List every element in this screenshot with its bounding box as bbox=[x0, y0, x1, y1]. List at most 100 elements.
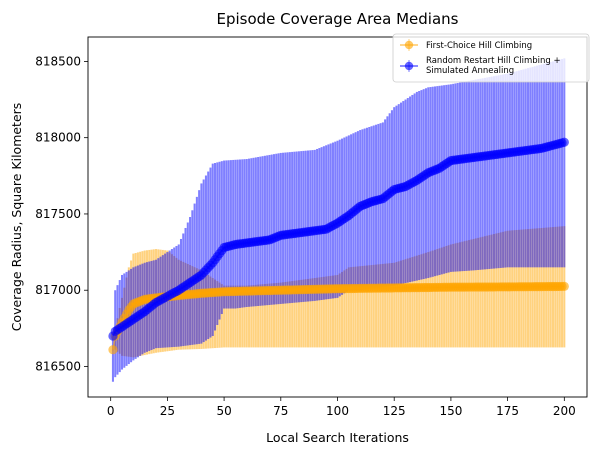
error-bar bbox=[325, 145, 328, 300]
error-bar bbox=[427, 87, 430, 279]
x-tick-label: 150 bbox=[439, 404, 462, 418]
error-bar bbox=[304, 150, 307, 302]
error-bar bbox=[436, 249, 439, 348]
error-bar bbox=[472, 80, 475, 271]
error-bar bbox=[284, 152, 287, 304]
error-bar bbox=[472, 238, 475, 348]
error-bar bbox=[361, 265, 364, 348]
error-bar bbox=[268, 283, 271, 348]
error-bar bbox=[223, 285, 226, 348]
error-bar bbox=[220, 284, 223, 348]
error-bar bbox=[227, 285, 230, 348]
error-bar bbox=[454, 243, 457, 348]
error-bar bbox=[379, 264, 382, 348]
error-bar bbox=[411, 94, 414, 282]
error-bar bbox=[302, 150, 305, 302]
x-axis-label: Local Search Iterations bbox=[266, 430, 409, 445]
legend-label-random-restart: Random Restart Hill Climbing + Simulated … bbox=[426, 56, 561, 76]
error-bar bbox=[238, 159, 241, 308]
error-bar bbox=[325, 276, 328, 348]
x-tick-label: 175 bbox=[496, 404, 519, 418]
error-bar bbox=[318, 277, 321, 348]
error-bar bbox=[343, 270, 346, 348]
error-bar bbox=[313, 278, 316, 348]
error-bar bbox=[463, 241, 466, 348]
error-bar bbox=[395, 105, 398, 286]
error-bar bbox=[431, 250, 434, 348]
error-bar bbox=[545, 63, 548, 268]
error-bar bbox=[227, 160, 230, 309]
error-bar bbox=[488, 77, 491, 269]
error-bar bbox=[490, 76, 493, 269]
legend-label-first-choice: First-Choice Hill Climbing bbox=[426, 41, 532, 51]
error-bar bbox=[263, 284, 266, 348]
error-bar bbox=[495, 75, 498, 269]
error-bar bbox=[261, 284, 264, 348]
error-bar bbox=[213, 163, 217, 331]
error-bar bbox=[327, 144, 330, 300]
error-bar bbox=[445, 245, 448, 348]
error-bar bbox=[268, 154, 271, 305]
error-bar bbox=[395, 262, 398, 348]
error-bar bbox=[522, 69, 525, 268]
error-bar bbox=[524, 68, 527, 268]
error-bar bbox=[393, 262, 396, 348]
error-bar bbox=[372, 264, 375, 348]
error-bar bbox=[449, 84, 452, 272]
error-bar bbox=[306, 278, 310, 348]
error-bar bbox=[384, 263, 387, 348]
error-bar bbox=[257, 284, 260, 348]
y-tick-label: 817500 bbox=[35, 207, 81, 221]
error-bar bbox=[440, 247, 443, 348]
error-bar bbox=[424, 88, 427, 279]
error-bar bbox=[297, 151, 300, 303]
error-bar bbox=[229, 285, 232, 348]
error-bar bbox=[311, 278, 314, 348]
error-bar bbox=[282, 282, 285, 348]
y-tick-label: 817000 bbox=[35, 283, 81, 297]
error-bar bbox=[359, 266, 362, 348]
error-bar bbox=[499, 74, 502, 268]
error-bar bbox=[234, 159, 237, 309]
error-bar bbox=[404, 259, 407, 348]
error-bar bbox=[236, 285, 239, 348]
error-bar bbox=[263, 155, 266, 306]
error-bar bbox=[458, 242, 462, 348]
error-bar bbox=[461, 241, 464, 348]
error-bar bbox=[259, 284, 262, 348]
error-bar bbox=[248, 158, 251, 307]
error-bar bbox=[320, 147, 323, 300]
error-bar bbox=[513, 71, 516, 268]
error-bar bbox=[252, 157, 255, 307]
error-bar bbox=[399, 102, 403, 285]
error-bar bbox=[236, 159, 239, 309]
error-bar bbox=[468, 240, 471, 348]
error-bar bbox=[252, 285, 255, 348]
error-bar bbox=[223, 160, 226, 309]
chart-title: Episode Coverage Area Medians bbox=[217, 10, 459, 28]
x-tick-label: 50 bbox=[216, 404, 231, 418]
error-bar bbox=[418, 254, 421, 348]
median-markers-series-1 bbox=[108, 137, 569, 341]
error-bar bbox=[420, 254, 423, 348]
error-bar bbox=[477, 237, 480, 348]
error-bar bbox=[331, 275, 334, 348]
error-bar bbox=[384, 119, 387, 287]
error-bar bbox=[549, 62, 552, 268]
error-bar bbox=[486, 77, 489, 270]
error-bar bbox=[540, 64, 543, 268]
y-tick-label: 818000 bbox=[35, 131, 81, 145]
error-bar bbox=[329, 275, 332, 348]
error-bar bbox=[538, 65, 541, 268]
error-bar bbox=[272, 154, 276, 305]
error-bar bbox=[241, 285, 244, 348]
error-bar bbox=[345, 268, 348, 348]
error-bar bbox=[470, 80, 473, 271]
error-bar bbox=[232, 285, 235, 348]
data-point bbox=[108, 345, 118, 355]
error-bar bbox=[406, 258, 409, 348]
error-bar bbox=[261, 156, 264, 306]
error-bar bbox=[536, 65, 539, 268]
error-bar bbox=[270, 154, 273, 305]
